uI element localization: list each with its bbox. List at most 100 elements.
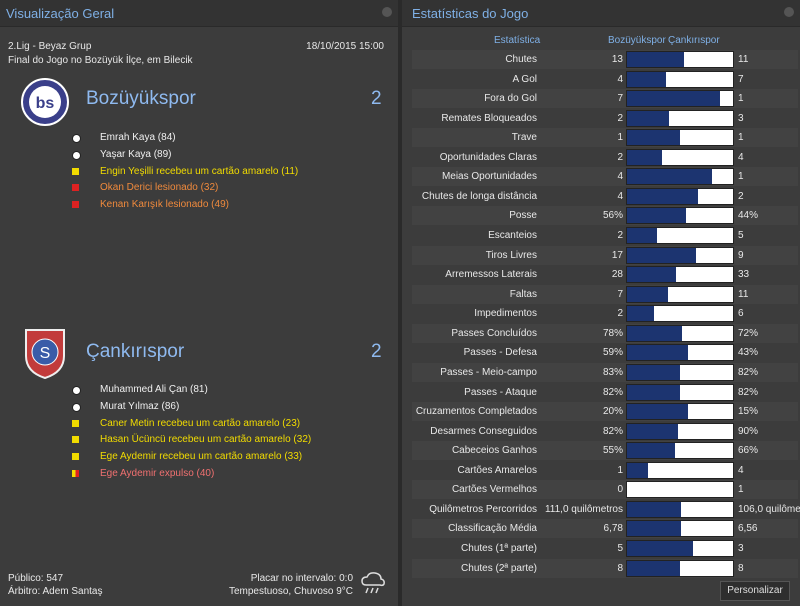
- home-logo: bs: [21, 78, 69, 126]
- event-text: Okan Derici lesionado (32): [100, 182, 219, 194]
- yellow-card-icon: [72, 167, 79, 175]
- stat-bar: [626, 500, 734, 518]
- stat-bar-fill: [627, 501, 682, 517]
- stat-bar: [626, 363, 734, 381]
- yellow-card-icon: [72, 419, 79, 427]
- customize-button[interactable]: Personalizar: [720, 581, 790, 601]
- home-value: 1: [617, 464, 623, 476]
- home-value: 78%: [602, 327, 623, 339]
- away-value: 44%: [738, 210, 759, 222]
- injury-icon: [72, 184, 79, 192]
- panel-menu[interactable]: [784, 7, 794, 17]
- away-value: 7: [738, 73, 744, 85]
- home-value: 7: [617, 93, 623, 105]
- svg-text:bs: bs: [36, 95, 55, 112]
- stat-row: Impedimentos 2 6: [412, 304, 798, 324]
- away-value: 6: [738, 308, 744, 320]
- stat-row: Meias Oportunidades 4 1: [412, 167, 798, 187]
- away-value: 106,0 quilômetros: [738, 503, 800, 515]
- event-text: Emrah Kaya (84): [100, 132, 176, 143]
- event-text: Muhammed Ali Çan (81): [100, 384, 208, 395]
- stat-label: A Gol: [512, 73, 537, 85]
- panel-menu[interactable]: [382, 7, 392, 17]
- stat-label: Oportunidades Claras: [439, 151, 537, 163]
- stat-label: Meias Oportunidades: [441, 171, 537, 183]
- home-value: 5: [617, 543, 623, 554]
- away-value: 6,56: [738, 523, 758, 535]
- stat-bar: [626, 207, 734, 225]
- goal-icon: [72, 134, 81, 143]
- stat-row: Trave 1 1: [412, 128, 798, 148]
- home-value: 0: [617, 484, 623, 496]
- home-value: 17: [611, 249, 623, 261]
- venue: Final do Jogo no Bozüyük İlçe, em Bileci…: [8, 55, 193, 66]
- stat-bar: [626, 461, 734, 479]
- stat-bar: [626, 383, 734, 401]
- away-value: 4: [738, 464, 744, 476]
- referee: Árbitro: Adem Santaş: [8, 586, 103, 597]
- stat-bar: [626, 520, 734, 538]
- halftime: Placar no intervalo: 0:0: [250, 573, 353, 584]
- stats-header: Estatística: [494, 35, 541, 46]
- stat-bar-fill: [627, 541, 694, 556]
- away-value: 3: [738, 543, 744, 554]
- away-value: 11: [738, 288, 749, 300]
- stat-bar: [626, 344, 734, 362]
- stat-bar-fill: [627, 404, 688, 420]
- stat-row: Oportunidades Claras 2 4: [412, 147, 798, 167]
- stat-row: Cruzamentos Completados 20% 15%: [412, 402, 798, 422]
- stat-bar: [626, 227, 734, 245]
- stat-bar-fill: [627, 91, 720, 107]
- stat-bar-fill: [627, 364, 681, 380]
- second-yellow-icon: [72, 470, 79, 477]
- stat-bar-fill: [627, 325, 683, 341]
- away-value: 5: [738, 230, 744, 242]
- home-score: 2: [371, 88, 382, 109]
- stat-bar: [626, 168, 734, 186]
- stat-row: Chutes (1ª parte) 5 3: [412, 539, 798, 558]
- home-value: 4: [617, 73, 623, 85]
- stat-bar-fill: [627, 384, 680, 400]
- stat-row: Cartões Vermelhos 0 1: [412, 480, 798, 500]
- stat-label: Passes - Defesa: [463, 347, 537, 359]
- stat-label: Passes - Meio-campo: [440, 366, 537, 378]
- stat-row: Faltas 7 11: [412, 284, 798, 304]
- home-value: 28: [611, 269, 623, 281]
- stat-bar: [626, 324, 734, 342]
- home-value: 55%: [602, 445, 623, 457]
- stat-label: Cartões Vermelhos: [451, 484, 537, 496]
- stat-bar-fill: [627, 228, 658, 244]
- stat-row: Quilômetros Percorridos 111,0 quilômetros…: [412, 499, 800, 519]
- stat-bar-fill: [627, 110, 670, 126]
- home-value: 8: [617, 562, 623, 574]
- stat-row: Cartões Amarelos 1 4: [412, 460, 798, 480]
- home-value: 83%: [602, 366, 623, 378]
- away-score: 2: [371, 341, 382, 362]
- stat-bar: [626, 422, 734, 440]
- event-text: Hasan Ücüncü recebeu um cartão amarelo (…: [100, 434, 312, 446]
- away-value: 2: [738, 190, 744, 202]
- stat-row: Passes - Defesa 59% 43%: [412, 343, 798, 363]
- stat-row: Desarmes Conseguidos 82% 90%: [412, 421, 798, 441]
- panel-title: Visualização Geral: [6, 6, 115, 21]
- home-value: 82%: [602, 386, 623, 398]
- stat-label: Classificação Média: [448, 523, 537, 535]
- away-value: 1: [738, 171, 744, 183]
- event-text: Ege Aydemir recebeu um cartão amarelo (3…: [100, 451, 303, 463]
- stat-row: Arremessos Laterais 28 33: [412, 265, 798, 285]
- weather-icon: [361, 572, 385, 594]
- away-value: 9: [738, 249, 744, 261]
- away-value: 66%: [738, 445, 759, 457]
- away-value: 82%: [738, 366, 759, 378]
- home-value: 2: [617, 151, 623, 163]
- home-value: 4: [617, 190, 623, 202]
- stat-bar-fill: [627, 560, 680, 576]
- stat-bar: [626, 90, 734, 108]
- away-value: 8: [738, 562, 744, 574]
- stat-bar: [626, 148, 734, 166]
- stat-bar: [626, 305, 734, 323]
- home-value: 2: [617, 112, 623, 124]
- stat-label: Cabeceios Ganhos: [451, 445, 537, 457]
- event-text: Engin Yeşilli recebeu um cartão amarelo …: [100, 165, 299, 177]
